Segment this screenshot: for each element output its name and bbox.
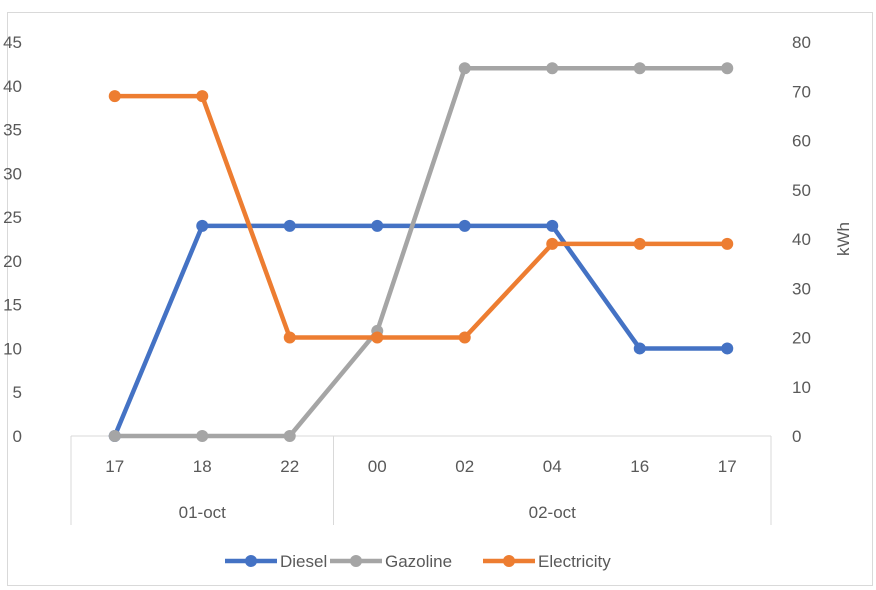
legend-swatch-marker <box>503 555 515 567</box>
x-group-label: 02-oct <box>529 503 577 522</box>
y2-tick-label: 0 <box>792 427 801 446</box>
legend-label: Diesel <box>280 552 327 571</box>
data-point-diesel <box>371 219 384 232</box>
series-line-diesel <box>112 223 730 439</box>
y2-tick-label: 70 <box>792 82 811 101</box>
data-point-gazoline <box>283 430 296 442</box>
x-tick-label: 18 <box>193 457 212 476</box>
x-tick-label: 00 <box>368 457 387 476</box>
data-point-diesel <box>721 342 734 355</box>
chart-frame <box>7 12 873 586</box>
y2-tick-label: 10 <box>792 378 811 397</box>
y-tick-label: 30 <box>3 164 22 183</box>
y-tick-label: 35 <box>3 121 22 140</box>
x-tick-label: 04 <box>543 457 562 476</box>
data-point-gazoline <box>108 430 121 442</box>
y-tick-label: 45 <box>3 33 22 52</box>
x-tick-label: 17 <box>105 457 124 476</box>
data-point-gazoline <box>721 62 734 75</box>
legend-label: Electricity <box>538 552 611 571</box>
x-group-label: 01-oct <box>179 503 227 522</box>
x-tick-label: 17 <box>718 457 737 476</box>
data-point-diesel <box>458 219 471 232</box>
y2-tick-label: 40 <box>792 230 811 249</box>
data-point-gazoline <box>458 62 471 75</box>
y2-axis-title: kWh <box>834 222 853 256</box>
y2-tick-label: 50 <box>792 181 811 200</box>
x-tick-label: 16 <box>630 457 649 476</box>
y2-tick-label: 20 <box>792 329 811 348</box>
data-point-electricity <box>546 237 559 250</box>
data-point-electricity <box>721 237 734 250</box>
data-point-gazoline <box>196 430 209 442</box>
y-tick-label: 10 <box>3 339 22 358</box>
legend-swatch-marker <box>245 555 257 567</box>
x-tick-label: 22 <box>280 457 299 476</box>
series-line-electricity <box>112 93 730 340</box>
y-tick-label: 15 <box>3 296 22 315</box>
y-tick-label: 25 <box>3 208 22 227</box>
data-point-electricity <box>458 331 471 344</box>
data-point-diesel <box>283 219 296 232</box>
data-point-diesel <box>633 342 646 355</box>
data-point-electricity <box>196 90 209 103</box>
y2-tick-label: 30 <box>792 279 811 298</box>
y-tick-label: 5 <box>13 383 22 402</box>
data-point-electricity <box>108 90 121 103</box>
data-point-electricity <box>283 331 296 344</box>
y-tick-label: 20 <box>3 252 22 271</box>
y-tick-label: 0 <box>13 427 22 446</box>
x-tick-label: 02 <box>455 457 474 476</box>
y-tick-label: 40 <box>3 77 22 96</box>
y2-tick-label: 60 <box>792 132 811 151</box>
legend-label: Gazoline <box>385 552 452 571</box>
data-point-gazoline <box>546 62 559 75</box>
data-point-gazoline <box>633 62 646 75</box>
data-point-diesel <box>546 219 559 232</box>
data-point-electricity <box>633 237 646 250</box>
data-point-electricity <box>371 331 384 344</box>
legend-swatch-marker <box>350 555 362 567</box>
series-line-gazoline <box>112 66 730 439</box>
data-point-diesel <box>196 219 209 232</box>
y2-tick-label: 80 <box>792 33 811 52</box>
